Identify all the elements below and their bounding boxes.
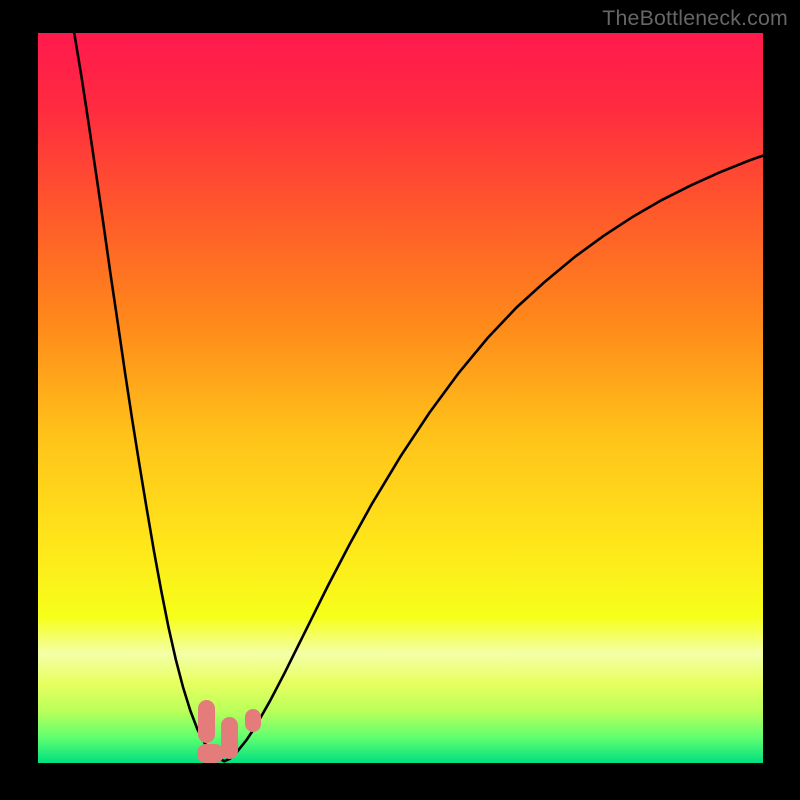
stage: TheBottleneck.com	[0, 0, 800, 800]
plot-area	[38, 33, 763, 763]
accent-marker-0	[198, 700, 215, 742]
curve-left	[74, 33, 224, 761]
accent-marker-3	[245, 709, 261, 732]
curve-right	[224, 156, 763, 762]
plot-svg	[38, 33, 763, 763]
watermark-credit: TheBottleneck.com	[602, 6, 788, 31]
accent-marker-2	[221, 717, 238, 759]
